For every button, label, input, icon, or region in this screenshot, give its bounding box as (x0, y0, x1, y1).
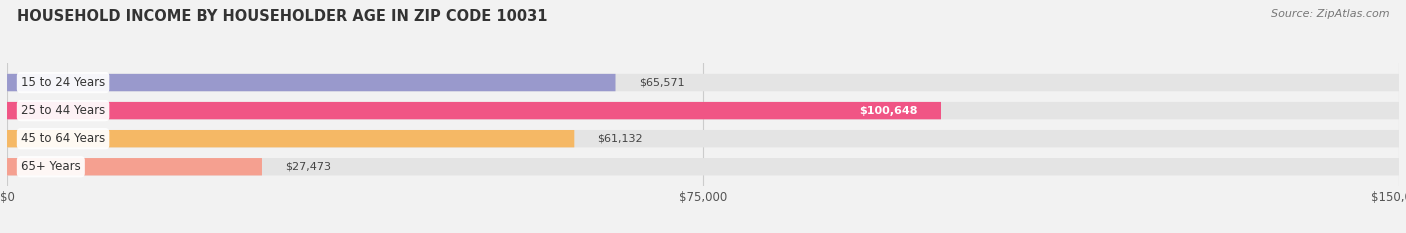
FancyBboxPatch shape (7, 158, 1399, 175)
Text: $100,648: $100,648 (859, 106, 918, 116)
Text: HOUSEHOLD INCOME BY HOUSEHOLDER AGE IN ZIP CODE 10031: HOUSEHOLD INCOME BY HOUSEHOLDER AGE IN Z… (17, 9, 547, 24)
Text: $65,571: $65,571 (638, 78, 685, 88)
Text: $61,132: $61,132 (598, 134, 643, 144)
FancyBboxPatch shape (7, 130, 1399, 147)
Text: 45 to 64 Years: 45 to 64 Years (21, 132, 105, 145)
FancyBboxPatch shape (7, 102, 941, 119)
Text: Source: ZipAtlas.com: Source: ZipAtlas.com (1271, 9, 1389, 19)
Text: 25 to 44 Years: 25 to 44 Years (21, 104, 105, 117)
FancyBboxPatch shape (7, 102, 1399, 119)
Text: $27,473: $27,473 (285, 162, 332, 172)
FancyBboxPatch shape (7, 74, 616, 91)
FancyBboxPatch shape (7, 74, 1399, 91)
Text: 15 to 24 Years: 15 to 24 Years (21, 76, 105, 89)
FancyBboxPatch shape (7, 158, 262, 175)
Text: 65+ Years: 65+ Years (21, 160, 80, 173)
FancyBboxPatch shape (7, 130, 574, 147)
